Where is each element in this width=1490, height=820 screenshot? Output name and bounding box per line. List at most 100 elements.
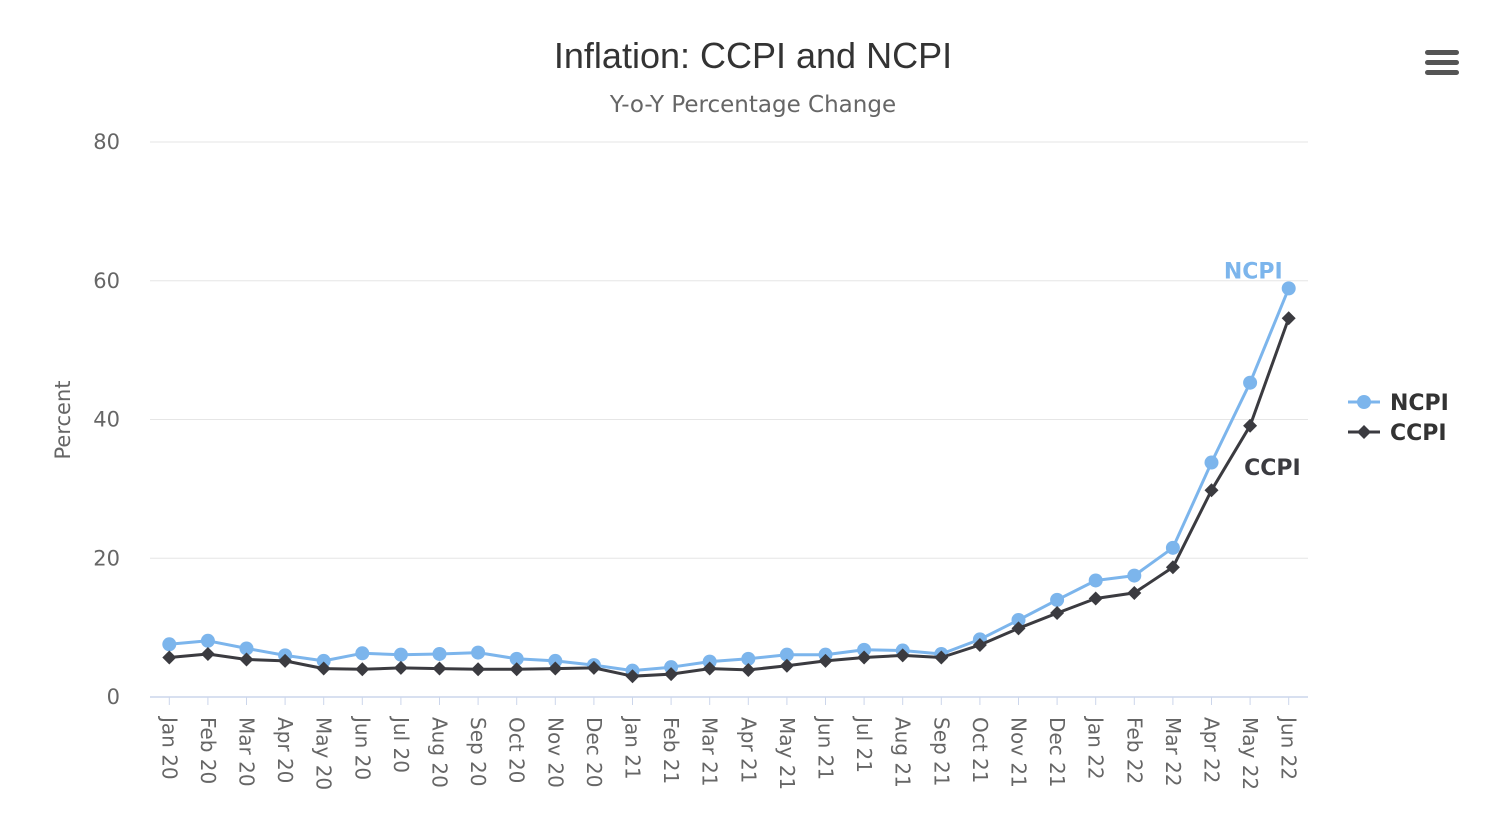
x-tick-label: Mar 21 [698,717,722,787]
legend-item-ccpi[interactable]: CCPI [1348,421,1447,446]
series-end-labels: NCPI CCPI [1224,259,1301,481]
data-point-ncpi[interactable] [857,642,872,657]
data-point-ccpi[interactable] [278,653,293,668]
x-tick-label: Nov 20 [543,717,567,788]
x-tick-label: Jul 20 [389,715,413,773]
x-tick-label: Jun 21 [814,715,838,780]
data-point-ncpi[interactable] [1127,568,1142,583]
x-tick-label: Sep 20 [466,717,490,787]
end-label-ncpi: NCPI [1224,259,1283,284]
data-point-ccpi[interactable] [1127,585,1142,600]
data-point-ncpi[interactable] [548,653,563,668]
legend: NCPI CCPI [1348,391,1449,446]
series-ncpi [162,281,1296,678]
data-point-ccpi[interactable] [895,648,910,663]
legend-label: NCPI [1390,391,1449,416]
data-point-ccpi[interactable] [1243,418,1258,433]
data-point-ncpi[interactable] [471,645,486,660]
data-point-ccpi[interactable] [548,661,563,676]
data-point-ccpi[interactable] [1088,591,1103,606]
data-point-ccpi[interactable] [1165,560,1180,575]
data-point-ncpi[interactable] [162,637,177,652]
data-point-ccpi[interactable] [818,653,833,668]
data-point-ncpi[interactable] [1165,540,1180,555]
x-tick-label: Sep 21 [929,717,953,787]
data-point-ncpi[interactable] [200,633,215,648]
x-tick-label: Dec 20 [582,717,606,788]
data-point-ncpi[interactable] [316,653,331,668]
data-point-ccpi[interactable] [316,661,331,676]
x-tick-label: Oct 20 [505,717,529,783]
data-point-ccpi[interactable] [432,661,447,676]
x-tick-label: Jul 21 [852,715,876,773]
legend-item-ncpi[interactable]: NCPI [1348,391,1449,416]
data-point-ncpi[interactable] [393,647,408,662]
data-point-ccpi[interactable] [586,660,601,675]
data-point-ncpi[interactable] [355,646,370,661]
data-point-ccpi[interactable] [741,662,756,677]
chart-menu-button[interactable] [1419,44,1465,84]
data-point-ccpi[interactable] [200,646,215,661]
data-point-ccpi[interactable] [1050,606,1065,621]
data-point-ncpi[interactable] [1050,592,1065,607]
x-tick-label: Mar 22 [1161,717,1185,787]
data-point-ncpi[interactable] [779,647,794,662]
data-point-ncpi[interactable] [1243,375,1258,390]
x-tick-label: May 22 [1238,717,1262,790]
x-tick-label: Aug 21 [891,717,915,788]
data-point-ccpi[interactable] [857,650,872,665]
legend-label: CCPI [1390,421,1447,446]
data-point-ccpi[interactable] [1011,621,1026,636]
x-tick-label: Jan 21 [621,715,645,780]
data-point-ccpi[interactable] [664,667,679,682]
x-tick-label: Nov 21 [1007,717,1031,788]
data-point-ccpi[interactable] [702,661,717,676]
data-point-ccpi[interactable] [972,637,987,652]
x-tick-label: May 20 [312,717,336,790]
plot-series [162,281,1296,684]
x-tick-label: Feb 20 [196,717,220,784]
x-tick-label: Feb 22 [1122,717,1146,784]
data-point-ncpi[interactable] [509,651,524,666]
y-tick-label: 20 [93,546,120,570]
chart-subtitle: Y-o-Y Percentage Change [609,92,896,118]
data-point-ccpi[interactable] [471,662,486,677]
data-point-ccpi[interactable] [509,662,524,677]
chart-title: Inflation: CCPI and NCPI [554,35,952,76]
data-point-ncpi[interactable] [741,651,756,666]
hamburger-menu-icon [1425,50,1459,75]
data-point-ccpi[interactable] [355,662,370,677]
x-tick-label: Apr 21 [736,717,760,783]
data-point-ccpi[interactable] [162,650,177,665]
series-line-ncpi [169,287,1291,673]
data-point-ccpi[interactable] [779,658,794,673]
data-point-ncpi[interactable] [1011,612,1026,627]
data-point-ccpi[interactable] [393,660,408,675]
x-tick-label: Jun 20 [350,715,374,780]
data-point-ccpi[interactable] [934,650,949,665]
data-point-ncpi[interactable] [239,641,254,656]
gridlines [150,141,1308,698]
data-point-ccpi[interactable] [239,652,254,667]
y-tick-label: 60 [93,269,120,293]
x-tick-label: Aug 20 [428,717,452,788]
y-tick-label: 40 [93,408,120,432]
x-tick-label: Jun 22 [1277,715,1301,780]
end-label-ccpi: CCPI [1244,456,1301,481]
x-tick-label: Feb 21 [659,717,683,784]
x-tick-label: Apr 22 [1200,717,1224,783]
series-line-ccpi [169,317,1291,678]
data-point-ccpi[interactable] [1204,483,1219,498]
x-tick-label: Oct 21 [968,717,992,783]
data-point-ccpi[interactable] [1281,311,1296,326]
legend-marker [1357,395,1371,409]
data-point-ncpi[interactable] [1088,573,1103,588]
data-point-ncpi[interactable] [1281,281,1296,296]
y-tick-label: 0 [107,685,120,709]
y-axis-ticks: 0 20 40 60 80 [93,130,120,709]
series-ccpi [162,311,1296,684]
data-point-ccpi[interactable] [625,669,640,684]
data-point-ncpi[interactable] [1204,455,1219,470]
data-point-ncpi[interactable] [432,646,447,661]
